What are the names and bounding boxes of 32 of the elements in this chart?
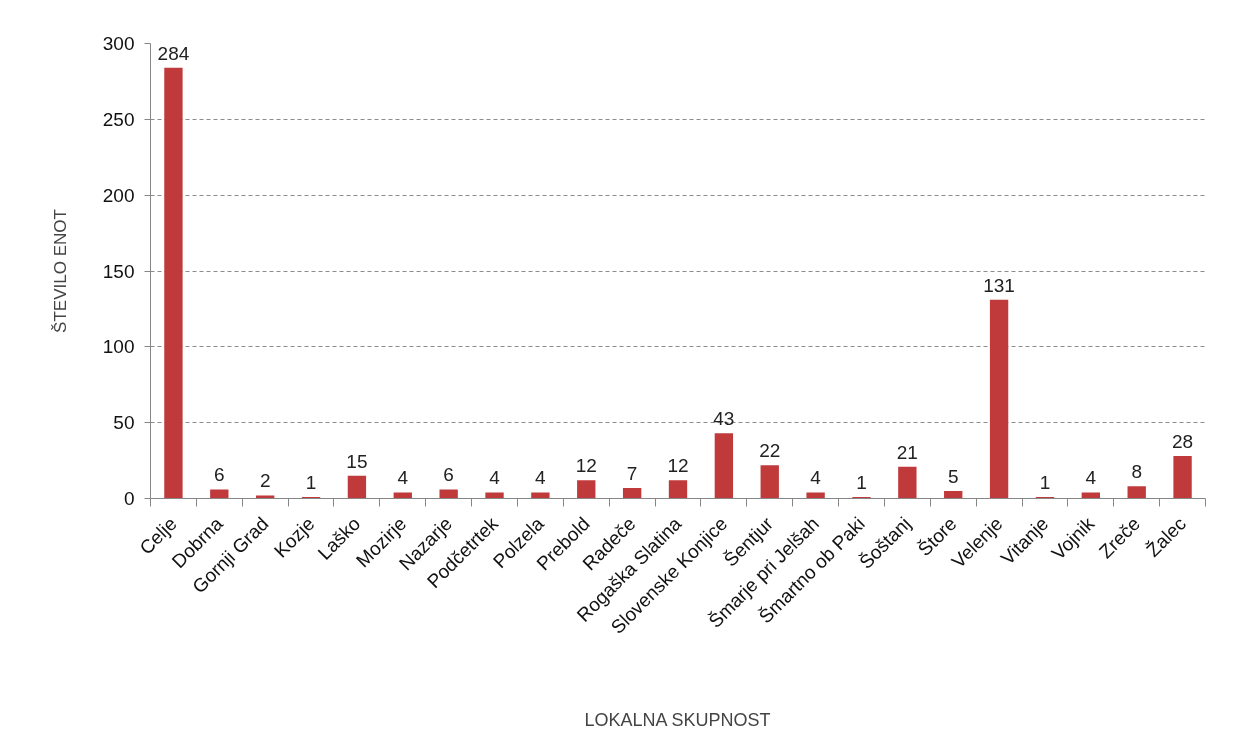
data-label: 284 [157,42,190,64]
data-label: 2 [259,470,271,492]
data-label: 4 [397,467,409,489]
data-label: 21 [896,441,918,463]
data-label: 5 [947,465,959,487]
data-label: 1 [305,471,317,493]
data-label: 1 [1039,471,1051,493]
data-label: 28 [1172,431,1194,453]
y-tick-label: 250 [102,108,135,130]
data-label: 22 [759,440,781,462]
y-tick-label: 50 [113,412,135,434]
data-label: 12 [575,455,597,477]
y-tick-label: 100 [102,336,135,358]
x-axis-title: LOKALNA SKUPNOST [584,710,771,731]
data-label: 4 [1085,467,1097,489]
data-label: 6 [214,464,225,486]
data-label: 1 [856,471,867,493]
data-label: 4 [810,467,822,489]
y-tick-label: 0 [123,488,135,509]
data-label: 4 [489,467,501,489]
data-label: 4 [535,467,547,489]
y-tick-label: 150 [102,260,135,282]
data-label: 8 [1131,461,1142,483]
y-tick-label: 200 [102,184,135,206]
data-label: 43 [713,408,735,430]
y-axis-title: ŠTEVILO ENOT [50,209,70,333]
data-label: 7 [626,462,638,484]
data-label: 6 [443,464,454,486]
y-tick-label: 300 [102,33,135,54]
data-label: 12 [667,455,689,477]
data-label: 131 [983,274,1015,296]
data-label: 15 [346,450,368,472]
